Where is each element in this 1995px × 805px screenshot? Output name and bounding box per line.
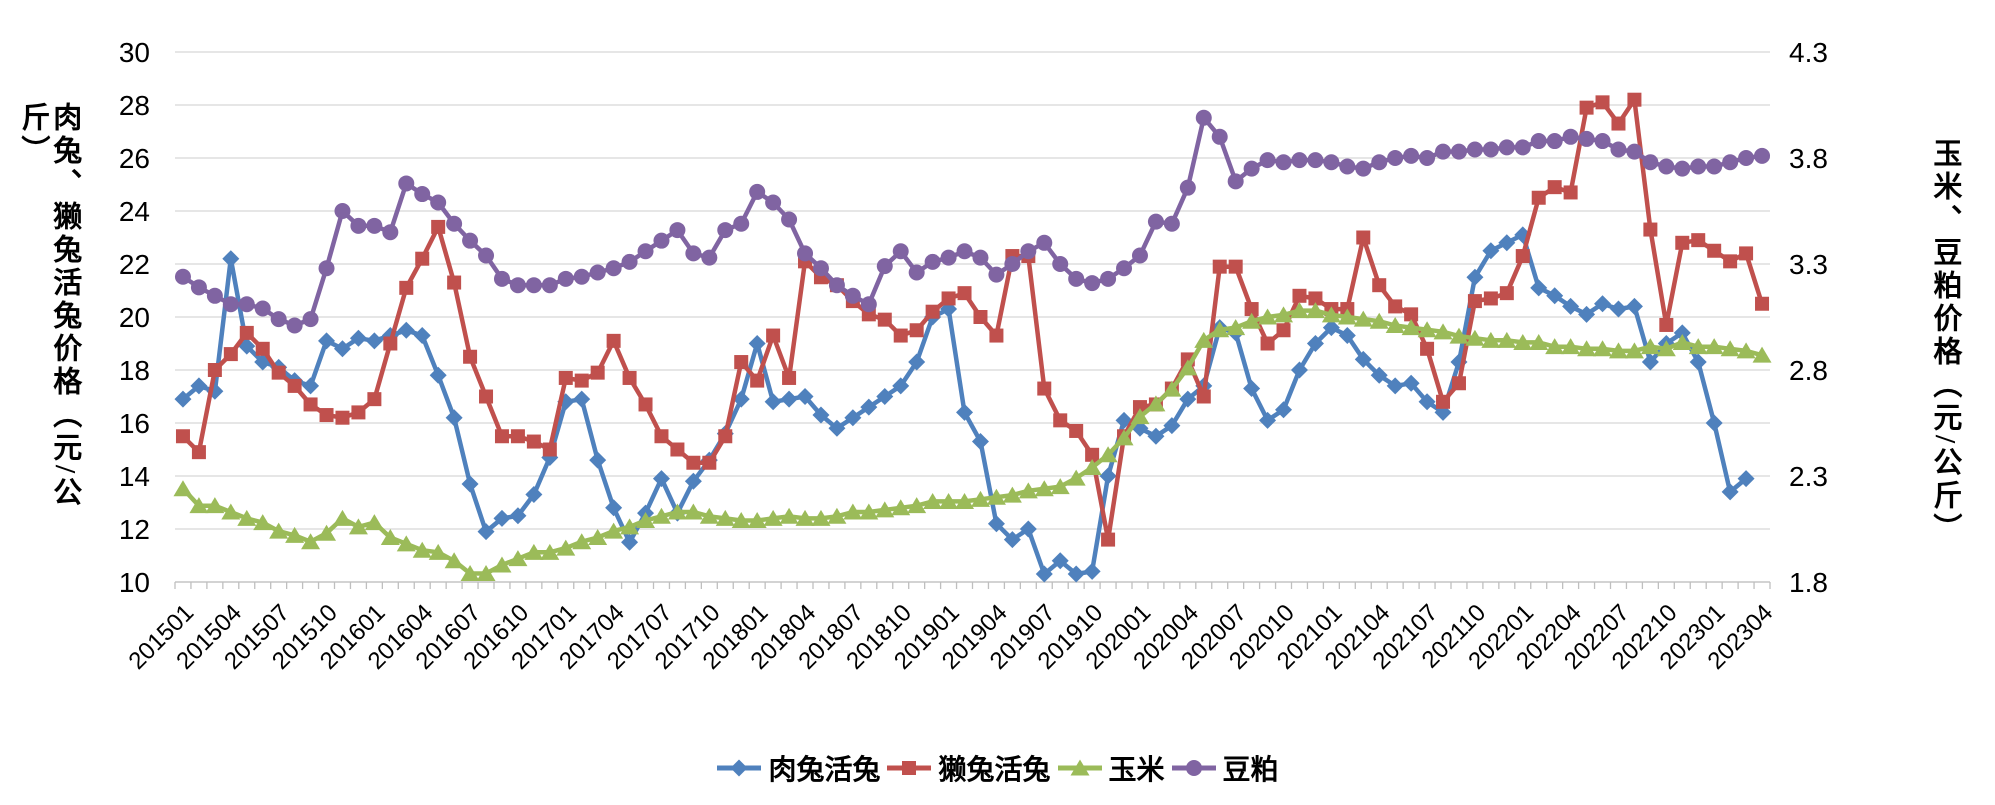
- legend-marker-meat-rabbit-icon: [717, 759, 762, 777]
- legend-label-corn: 玉米: [1108, 755, 1165, 786]
- legend-marker-corn-icon: [1057, 759, 1102, 776]
- y-axis-right-labels: 1.8 2.3 2.8 3.3 3.8 4.3: [1789, 37, 1828, 598]
- right-axis-title: 玉米、豆粕价格（元/公斤）: [1928, 138, 1961, 547]
- legend-marker-soybean-meal-icon: [1171, 760, 1216, 776]
- series-soybean-meal: [174, 109, 1771, 334]
- legend-marker-rex-rabbit-icon: [887, 761, 932, 775]
- legend-item-soybean-meal: 豆粕: [1171, 748, 1279, 788]
- legend-item-meat-rabbit: 肉兔活兔: [716, 748, 880, 788]
- y-left-tick-label: 10: [119, 567, 150, 598]
- left-axis-title: 肉兔、獭兔活兔价格（元/公斤）: [16, 102, 81, 511]
- y-left-tick-label: 28: [119, 90, 150, 121]
- series-meat-rabbit: [174, 226, 1755, 583]
- series-corn: [173, 302, 1772, 582]
- legend-label-meat-rabbit: 肉兔活兔: [768, 755, 881, 786]
- legend-label-rex-rabbit: 獭兔活兔: [938, 755, 1051, 786]
- y-left-tick-label: 18: [119, 355, 150, 386]
- y-left-tick-label: 30: [119, 37, 150, 68]
- series-rex-rabbit: [175, 92, 1770, 547]
- y-left-tick-label: 12: [119, 514, 150, 545]
- y-axis-left-labels: 10 12 14 16 18 20 22 24 26 28 30: [119, 37, 150, 598]
- y-left-tick-label: 16: [119, 408, 150, 439]
- legend-item-corn: 玉米: [1057, 748, 1165, 788]
- y-right-tick-label: 2.8: [1789, 355, 1828, 386]
- y-right-tick-label: 3.3: [1789, 249, 1828, 280]
- y-left-tick-label: 14: [119, 461, 150, 492]
- y-left-tick-label: 22: [119, 249, 150, 280]
- y-right-tick-label: 4.3: [1789, 37, 1828, 68]
- x-axis: [174, 581, 1771, 589]
- y-right-tick-label: 1.8: [1789, 567, 1828, 598]
- y-left-tick-label: 20: [119, 302, 150, 333]
- y-right-tick-label: 3.8: [1789, 143, 1828, 174]
- legend: 肉兔活兔 獭兔活兔 玉米 豆粕: [0, 748, 1995, 788]
- legend-item-rex-rabbit: 獭兔活兔: [886, 748, 1051, 788]
- y-left-tick-label: 24: [119, 196, 150, 227]
- x-axis-labels: 2015012015042015072015102016012016042016…: [123, 599, 1778, 675]
- y-right-tick-label: 2.3: [1789, 461, 1828, 492]
- legend-label-soybean-meal: 豆粕: [1222, 755, 1279, 786]
- y-left-tick-label: 26: [119, 143, 150, 174]
